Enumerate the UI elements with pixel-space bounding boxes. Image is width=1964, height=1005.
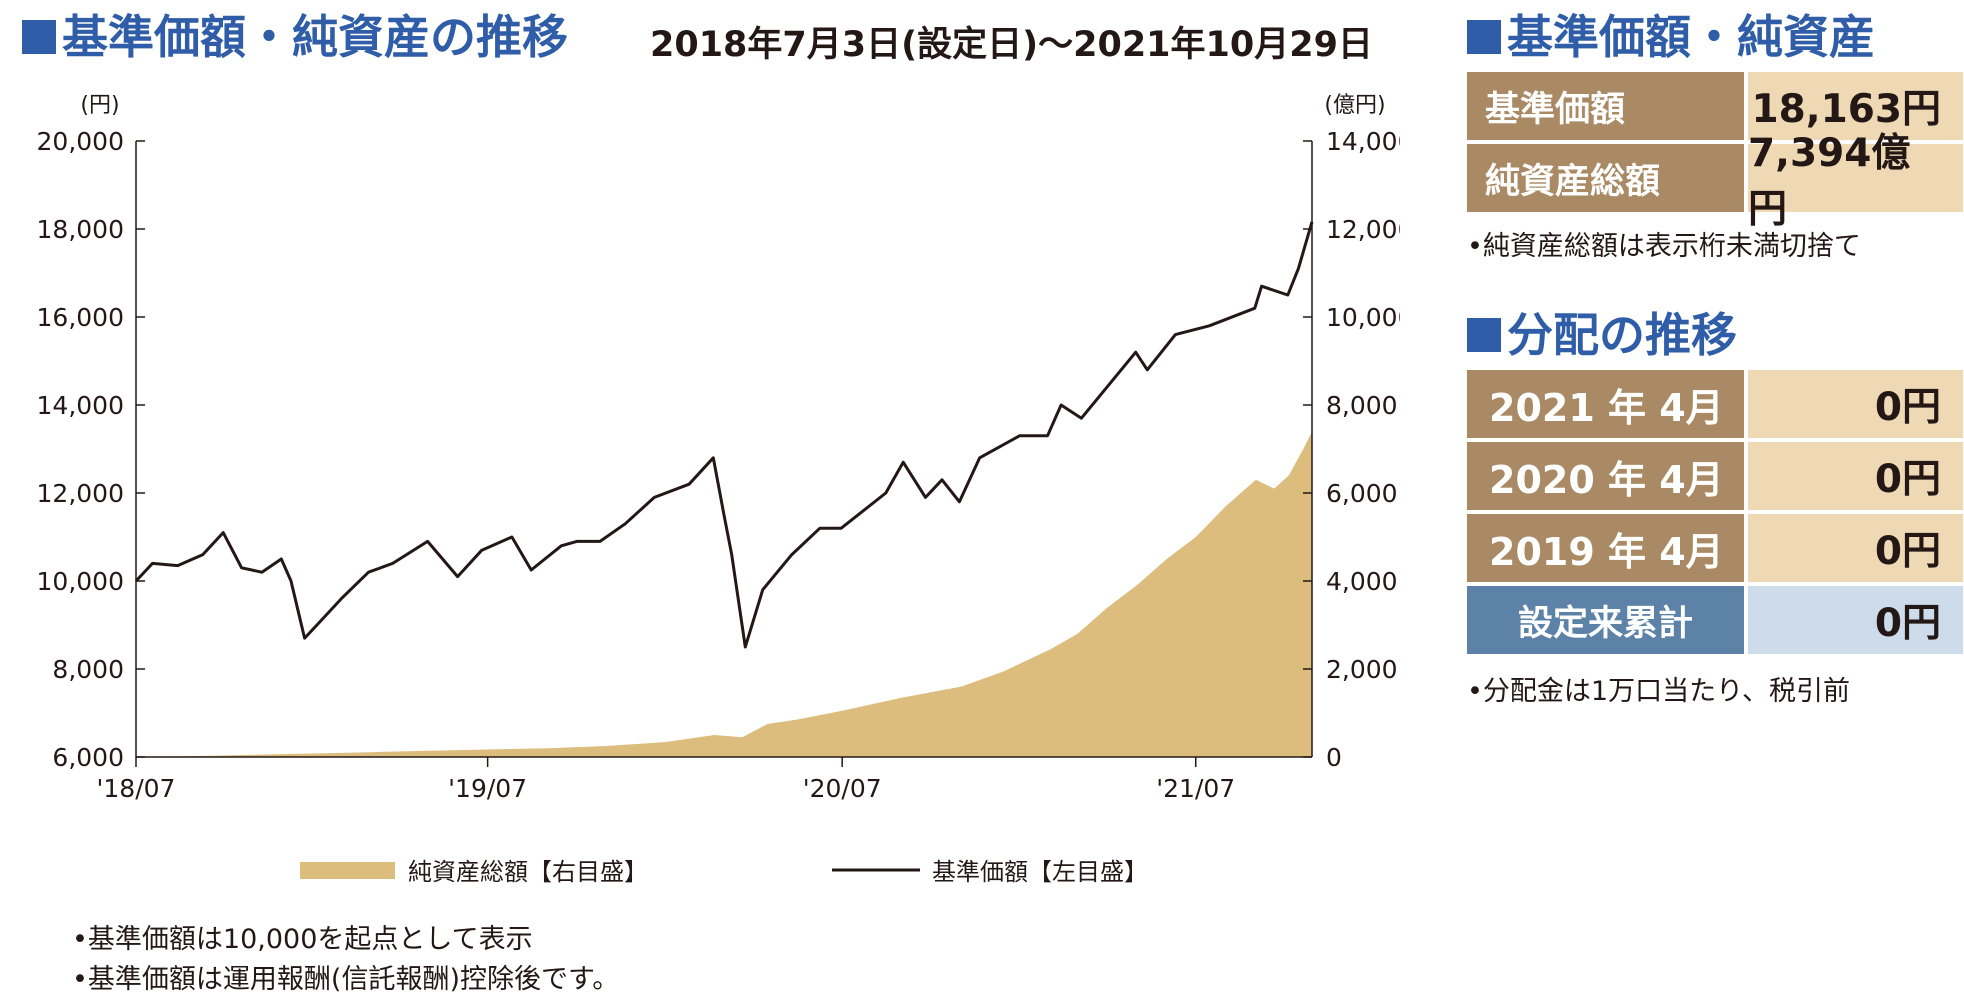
distribution-total-value: 0円 [1748, 586, 1963, 654]
distribution-footnote: •分配金は1万口当たり、税引前 [1467, 676, 1851, 707]
nav-section-title: 基準価額・純資産 [1467, 14, 1875, 60]
left-tick-label: 10,000 [37, 567, 124, 596]
nav-value: 18,163円 [1748, 72, 1963, 140]
legend-line-label: 基準価額【左目盛】 [932, 858, 1148, 886]
left-tick-label: 8,000 [52, 655, 124, 684]
blue-square-icon [22, 20, 56, 54]
net-assets-label: 純資産総額 [1467, 144, 1744, 212]
left-tick-label: 16,000 [37, 303, 124, 332]
chart-footnote: •基準価額は10,000を起点として表示 [72, 924, 533, 955]
right-tick-label: 4,000 [1326, 567, 1398, 596]
nav-label: 基準価額 [1467, 72, 1744, 140]
right-tick-label: 6,000 [1326, 479, 1398, 508]
distribution-section-title: 分配の推移 [1467, 312, 1737, 358]
distribution-row: 2021 年 4月 0円 [1467, 370, 1963, 442]
right-axis-unit: (億円) [1324, 93, 1385, 118]
net-assets-value: 7,394億円 [1748, 131, 1963, 232]
plot-area [134, 221, 1314, 757]
chart-footnote: •基準価額は運用報酬(信託報酬)控除後です。 [72, 964, 620, 995]
nav-chart: (円) (億円) 20,000 18,000 16,000 14,000 12,000 10,… [37, 93, 1400, 886]
chart-period-label: 2018年7月3日(設定日)～2021年10月29日 [650, 25, 1373, 65]
chart-title-text: 基準価額・純資産の推移 [62, 10, 568, 64]
net-assets-area [136, 431, 1312, 757]
distribution-row: 2019 年 4月 0円 [1467, 514, 1963, 586]
nav-table-row-assets: 純資産総額 7,394億円 [1467, 131, 1963, 232]
blue-square-icon [1467, 20, 1501, 54]
nav-title-text: 基準価額・純資産 [1507, 10, 1875, 64]
distribution-period-label: 2020 年 4月 [1467, 442, 1744, 510]
right-tick-label: 12,000 [1326, 215, 1400, 244]
left-tick-label: 14,000 [37, 391, 124, 420]
right-tick-label: 8,000 [1326, 391, 1398, 420]
chart-legend: 純資産総額【右目盛】 基準価額【左目盛】 [300, 858, 1148, 886]
distribution-period-label: 2019 年 4月 [1467, 514, 1744, 582]
nav-table-row-nav: 基準価額 18,163円 [1467, 72, 1963, 144]
left-axis-unit: (円) [80, 93, 119, 118]
distribution-total-label: 設定来累計 [1467, 586, 1744, 654]
right-tick-label: 10,000 [1326, 303, 1400, 332]
right-tick-label: 14,000 [1326, 127, 1400, 156]
legend-area-label: 純資産総額【右目盛】 [408, 858, 648, 886]
nav-line [134, 221, 1314, 649]
x-tick-label: '21/07 [1156, 774, 1235, 803]
x-tick-label: '20/07 [803, 774, 882, 803]
left-tick-label: 12,000 [37, 479, 124, 508]
right-tick-label: 2,000 [1326, 655, 1398, 684]
distribution-title-text: 分配の推移 [1507, 308, 1737, 362]
distribution-row: 2020 年 4月 0円 [1467, 442, 1963, 514]
distribution-total-row: 設定来累計 0円 [1467, 586, 1963, 658]
chart-section-title: 基準価額・純資産の推移 [22, 14, 568, 60]
distribution-amount: 0円 [1748, 442, 1963, 510]
distribution-period-label: 2021 年 4月 [1467, 370, 1744, 438]
blue-square-icon [1467, 318, 1501, 352]
x-tick-label: '19/07 [448, 774, 527, 803]
x-tick-label: '18/07 [97, 774, 176, 803]
distribution-amount: 0円 [1748, 514, 1963, 582]
nav-table: 基準価額 18,163円 純資産総額 7,394億円 [1467, 72, 1963, 232]
right-tick-label: 0 [1326, 743, 1342, 772]
left-tick-label: 6,000 [52, 743, 124, 772]
distribution-amount: 0円 [1748, 370, 1963, 438]
legend-area-swatch [300, 862, 395, 879]
left-tick-label: 20,000 [37, 127, 124, 156]
chart-axes: (円) (億円) 20,000 18,000 16,000 14,000 12,000 10,… [37, 93, 1400, 803]
distribution-table: 2021 年 4月 0円 2020 年 4月 0円 2019 年 4月 0円 設… [1467, 370, 1963, 658]
left-tick-label: 18,000 [37, 215, 124, 244]
nav-footnote: •純資産総額は表示桁未満切捨て [1467, 231, 1861, 262]
